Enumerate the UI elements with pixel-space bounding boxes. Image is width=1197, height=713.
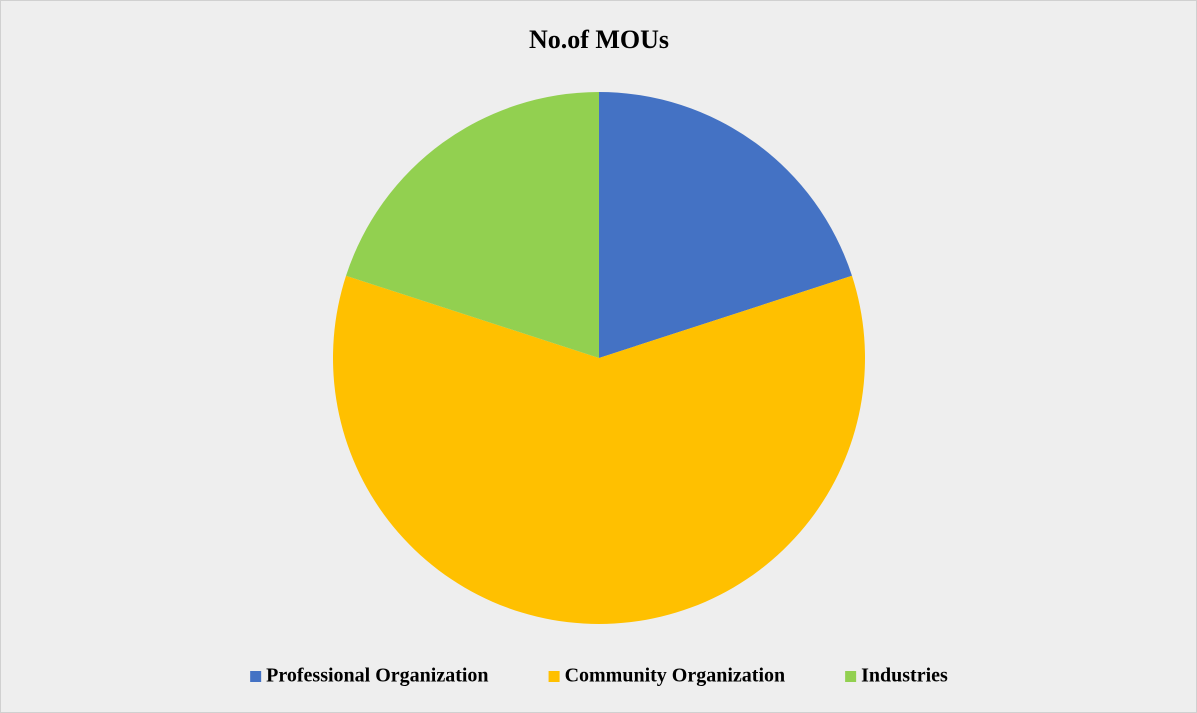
pie-slice bbox=[599, 92, 852, 358]
pie-slice bbox=[346, 92, 599, 358]
legend-swatch bbox=[548, 671, 560, 682]
legend-swatch bbox=[845, 671, 857, 682]
legend-swatch bbox=[250, 671, 262, 682]
chart-title: No.of MOUs bbox=[529, 25, 669, 54]
legend-label: Community Organization bbox=[565, 665, 786, 687]
pie-slice bbox=[332, 275, 865, 624]
legend-label: Professional Organization bbox=[266, 665, 488, 687]
legend-label: Industries bbox=[861, 665, 948, 687]
